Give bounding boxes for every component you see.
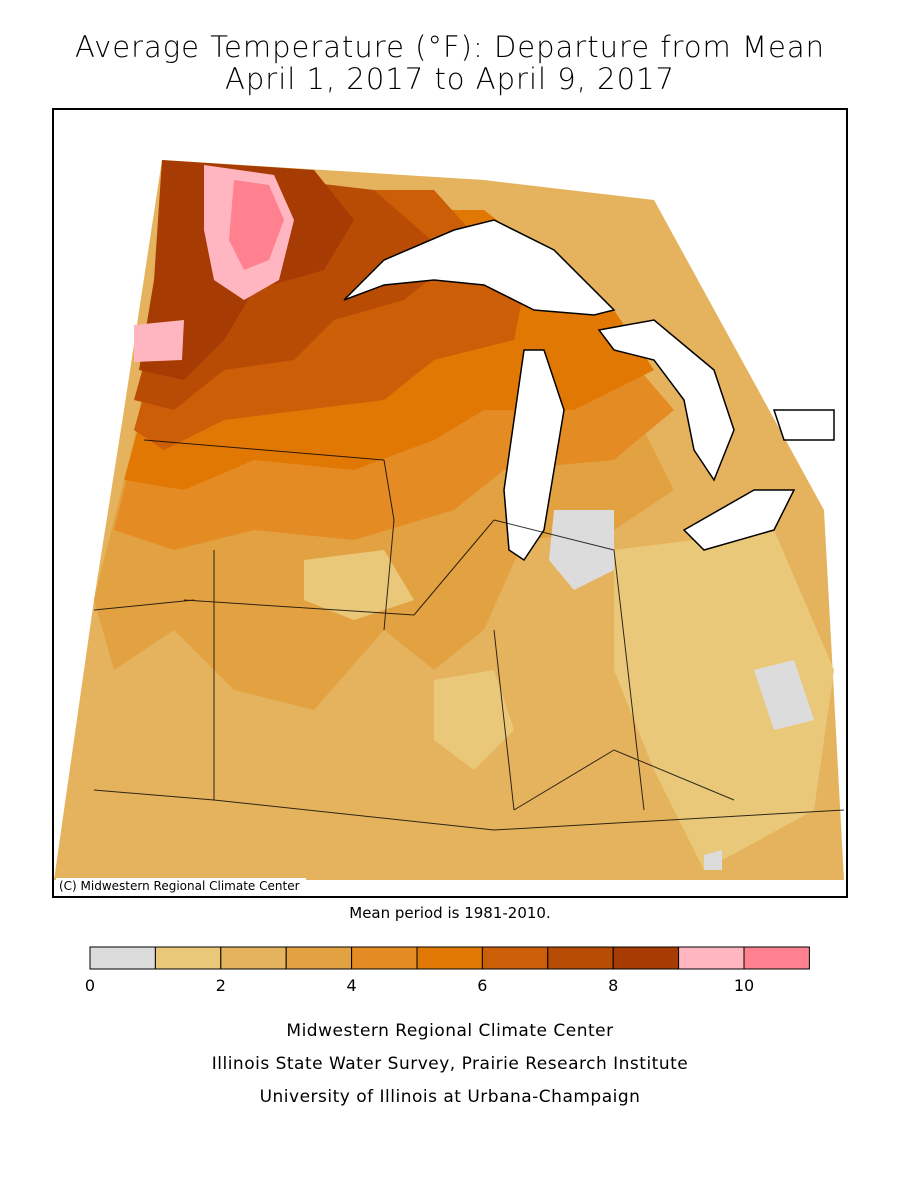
legend-tick-8: 8 — [608, 976, 619, 995]
region-1-2-indiana — [434, 670, 514, 770]
legend-bin-6-7 — [481, 946, 549, 970]
legend-bin-5-6 — [416, 946, 483, 970]
lake-michigan — [503, 349, 565, 562]
legend-bin-9-10 — [678, 946, 745, 970]
legend-tick-2: 2 — [215, 976, 226, 995]
credit-organization: Midwestern Regional Climate Center — [286, 1021, 614, 1041]
lake-erie — [682, 489, 796, 551]
legend-tick-6: 6 — [477, 976, 488, 995]
legend-bin-3-4 — [285, 946, 353, 970]
legend-bin-1-2 — [154, 946, 222, 970]
legend-bin-8-9 — [612, 946, 680, 970]
map-title: Average Temperature (°F): Departure from… — [74, 30, 826, 64]
region-0-1-kentucky — [704, 850, 722, 870]
lake-huron — [597, 319, 735, 482]
map-subtitle-date-range: April 1, 2017 to April 9, 2017 — [225, 62, 675, 96]
credit-survey: Illinois State Water Survey, Prairie Res… — [211, 1054, 689, 1074]
region-1-2-ohio — [614, 530, 834, 870]
lake-ontario — [772, 409, 835, 441]
region-0-1-michigan — [549, 510, 614, 590]
legend-bin-7-8 — [547, 946, 614, 970]
color-legend — [89, 946, 810, 970]
legend-bin-2-3 — [220, 946, 287, 970]
map-frame: (C) Midwestern Regional Climate Center — [52, 108, 848, 898]
legend-bin-0-1 — [89, 946, 156, 970]
legend-tick-10: 10 — [733, 976, 755, 995]
lake-superior — [343, 219, 616, 316]
great-lakes — [343, 219, 835, 562]
copyright-label: (C) Midwestern Regional Climate Center — [56, 878, 306, 894]
legend-tick-4: 4 — [346, 976, 357, 995]
region-10-11 — [229, 180, 284, 270]
region-0-1-ohio — [754, 660, 814, 730]
state-boundaries — [93, 439, 845, 831]
mean-period-note: Mean period is 1981-2010. — [349, 904, 551, 922]
region-9-10-west — [134, 320, 184, 362]
legend-tick-0: 0 — [84, 976, 96, 995]
credit-university: University of Illinois at Urbana-Champai… — [259, 1087, 641, 1107]
temperature-departure-map — [54, 160, 845, 880]
legend-bin-4-5 — [351, 946, 418, 970]
legend-bin-10-11 — [743, 946, 810, 970]
